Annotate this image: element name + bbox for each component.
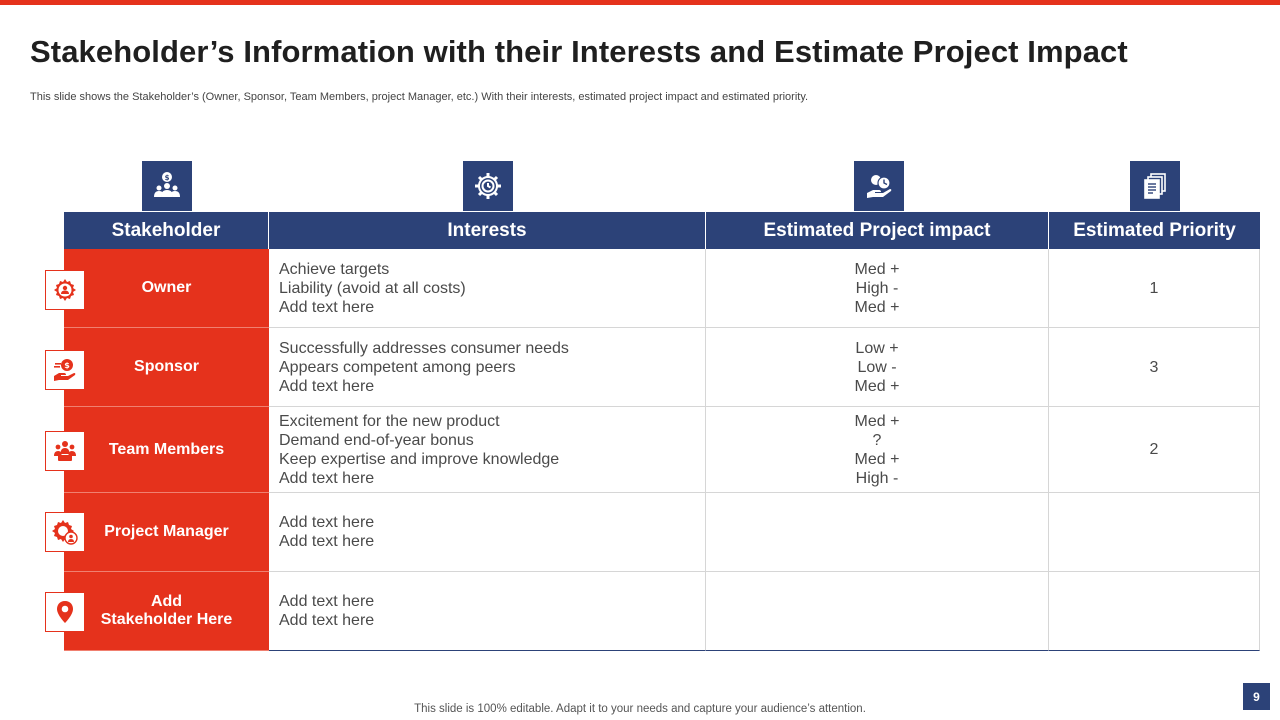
page-number: 9 (1243, 683, 1270, 710)
svg-text:$: $ (165, 174, 170, 182)
stakeholder-cell: Project Manager (64, 493, 269, 572)
priority-cell: 1 (1049, 249, 1260, 328)
location-pin-icon (45, 592, 85, 632)
impact-line: Low - (857, 358, 897, 376)
interest-line: Add text here (279, 593, 375, 610)
interest-line: Keep expertise and improve knowledge (279, 450, 560, 468)
table-row: Project Manager Add text here Add text h… (64, 493, 1260, 572)
impact-line: Low + (855, 339, 899, 357)
top-accent-bar (0, 0, 1280, 5)
impact-cell: Med + ? Med + High - (706, 407, 1049, 493)
impact-line: Med + (854, 298, 900, 316)
interest-line: Achieve targets (279, 260, 390, 278)
interest-line: Liability (avoid at all costs) (279, 279, 466, 297)
interest-line: Add text here (279, 469, 375, 487)
impact-line: Med + (854, 377, 900, 395)
stakeholder-line: Team Members (108, 440, 225, 458)
stakeholder-line: Project Manager (104, 523, 229, 540)
interest-line: Successfully addresses consumer needs (279, 339, 569, 357)
slide-subtitle: This slide shows the Stakeholder’s (Owne… (30, 91, 809, 103)
priority-cell: 2 (1049, 407, 1260, 493)
impact-line: High - (855, 279, 899, 297)
interests-cell: Achieve targets Liability (avoid at all … (269, 249, 706, 328)
table-row: Sponsor Successfully addresses consumer … (64, 328, 1260, 407)
stakeholder-cell: Sponsor (64, 328, 269, 407)
header-stakeholder: Stakeholder (64, 212, 269, 249)
interests-cell: Add text here Add text here (269, 572, 706, 651)
stakeholder-line: Add (150, 593, 183, 610)
impact-cell (706, 493, 1049, 572)
impact-cell (706, 572, 1049, 651)
interest-line: Add text here (279, 514, 375, 531)
priority-cell (1049, 493, 1260, 572)
interests-cell: Add text here Add text here (269, 493, 706, 572)
interest-line: Add text here (279, 377, 375, 395)
interest-line: Add text here (279, 533, 375, 550)
interest-line: Appears competent among peers (279, 358, 516, 376)
impact-line: Med + (854, 450, 900, 468)
svg-text:$: $ (64, 361, 70, 370)
team-icon (45, 431, 85, 471)
gear-person-icon (45, 270, 85, 310)
impact-line: Med + (854, 412, 900, 430)
stakeholder-line: Stakeholder Here (100, 611, 233, 628)
hand-coin-clock-icon (854, 161, 904, 211)
documents-icon (1130, 161, 1180, 211)
priority-value: 1 (1149, 279, 1159, 297)
interest-line: Add text here (279, 298, 375, 316)
gear-manager-icon (45, 512, 85, 552)
interest-line: Demand end-of-year bonus (279, 431, 474, 449)
priority-value: 2 (1149, 441, 1159, 458)
stakeholder-cell: Team Members (64, 407, 269, 493)
interest-line: Add text here (279, 612, 375, 629)
stakeholder-line: Sponsor (134, 358, 199, 375)
impact-cell: Med + High - Med + (706, 249, 1049, 328)
interests-cell: Successfully addresses consumer needs Ap… (269, 328, 706, 407)
table-row: Team Members Excitement for the new prod… (64, 407, 1260, 493)
priority-cell (1049, 572, 1260, 651)
stakeholder-money-group-icon: $ (142, 161, 192, 211)
stakeholder-cell: Owner (64, 249, 269, 328)
footer-note: This slide is 100% editable. Adapt it to… (414, 703, 866, 715)
impact-line: Med + (854, 260, 900, 278)
interests-cell: Excitement for the new product Demand en… (269, 407, 706, 493)
impact-line: High - (855, 469, 899, 487)
table-row: Owner Achieve targets Liability (avoid a… (64, 249, 1260, 328)
table-row: Add Stakeholder Here Add text here Add t… (64, 572, 1260, 651)
priority-value: 3 (1149, 358, 1159, 376)
stakeholder-cell: Add Stakeholder Here (64, 572, 269, 651)
header-priority: Estimated Priority (1073, 219, 1236, 241)
slide-title: Stakeholder’s Information with their Int… (30, 34, 1128, 69)
header-impact: Estimated Project impact (706, 212, 1049, 249)
stakeholder-line: Owner (141, 279, 192, 296)
impact-cell: Low + Low - Med + (706, 328, 1049, 407)
impact-line: ? (872, 431, 882, 449)
priority-cell: 3 (1049, 328, 1260, 407)
interest-line: Excitement for the new product (279, 412, 500, 430)
gear-clock-icon (463, 161, 513, 211)
header-interests: Interests (269, 212, 706, 249)
table-header-row: Stakeholder Interests Estimated Project … (64, 212, 1260, 249)
hand-money-icon: $ (45, 350, 85, 390)
